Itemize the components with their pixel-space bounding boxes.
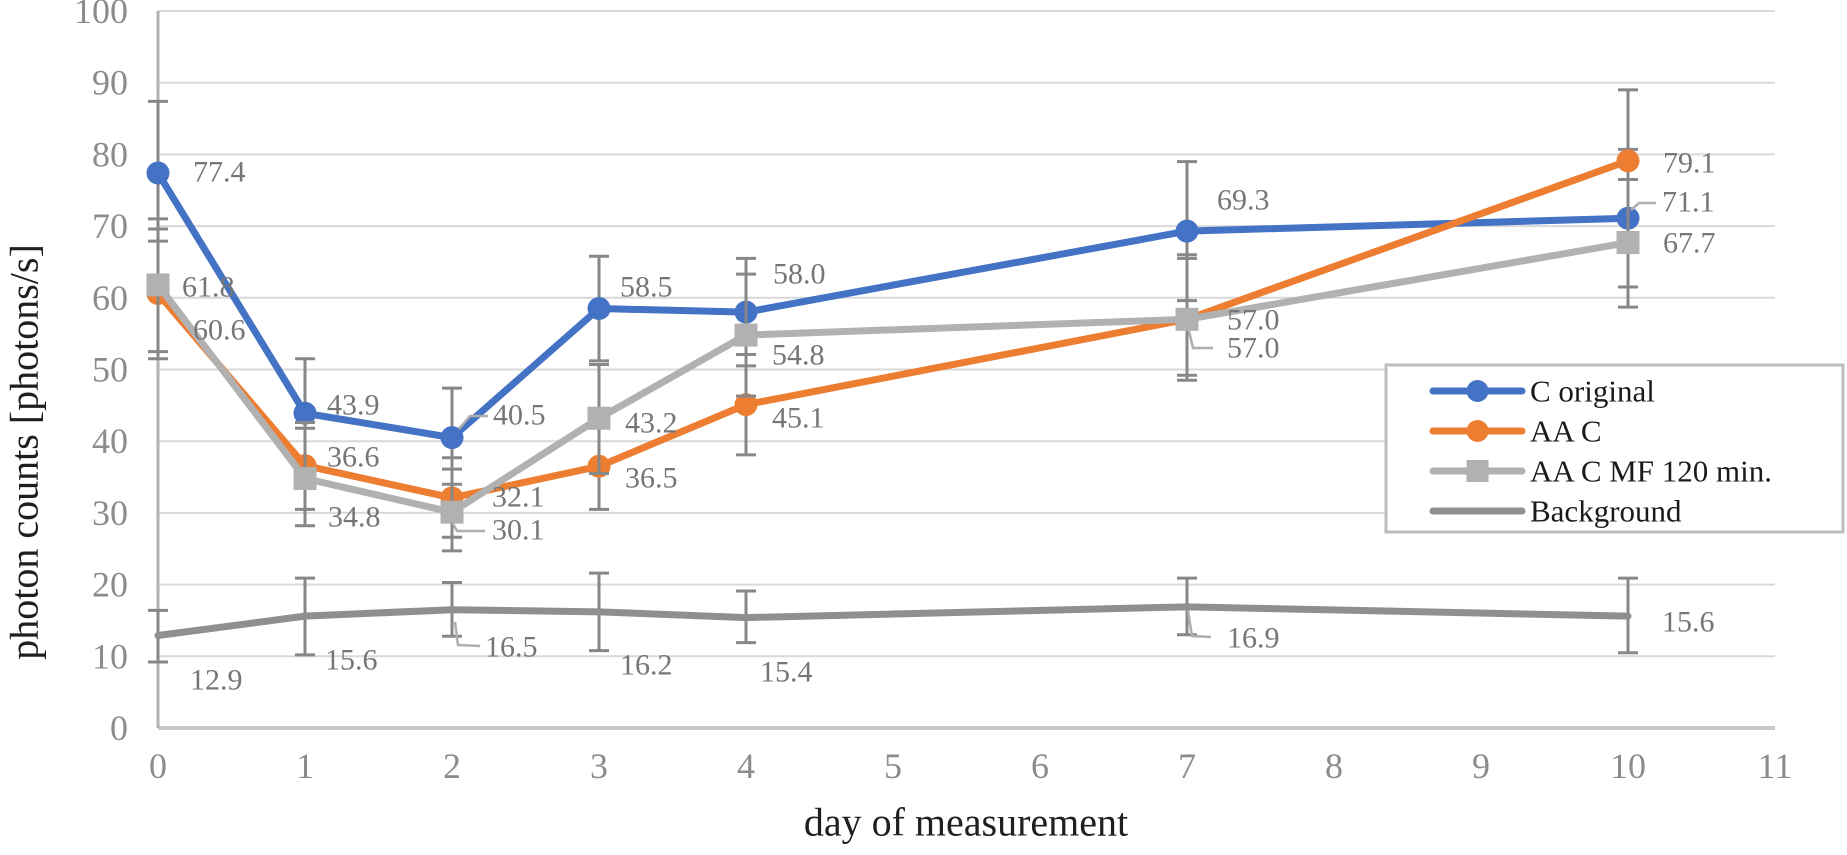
y-tick-label: 30: [92, 493, 128, 533]
data-label: 45.1: [772, 402, 825, 435]
series-background: [148, 571, 1638, 664]
data-label: 30.1: [492, 514, 545, 547]
x-tick-label: 7: [1178, 746, 1196, 786]
data-label: 79.1: [1663, 147, 1716, 180]
data-point-marker: [440, 426, 464, 450]
y-tick-label: 80: [92, 134, 128, 174]
data-label: 58.0: [773, 258, 826, 291]
y-tick-label: 100: [74, 0, 128, 31]
y-tick-label: 70: [92, 206, 128, 246]
legend-marker: [1466, 420, 1489, 442]
label-leader-line: [453, 621, 481, 648]
y-tick-label: 50: [92, 350, 128, 390]
data-point-marker: [587, 297, 611, 321]
x-tick-label: 1: [296, 746, 314, 786]
data-point-marker: [1616, 149, 1640, 173]
data-label: 54.8: [772, 339, 825, 372]
data-label: 58.5: [620, 271, 673, 304]
leader-lines: [451, 201, 1656, 648]
legend-item: Background: [1429, 494, 1682, 529]
data-label: 43.9: [327, 389, 380, 422]
data-label: 69.3: [1217, 184, 1270, 217]
data-label: 36.5: [625, 462, 678, 495]
y-tick-label: 10: [92, 636, 128, 676]
data-label: 16.2: [620, 649, 673, 682]
legend-label: AA C: [1530, 414, 1602, 449]
data-label: 36.6: [327, 441, 380, 474]
data-label: 43.2: [625, 407, 678, 440]
x-tick-label: 3: [590, 746, 608, 786]
legend-label: AA C MF 120 min.: [1530, 454, 1772, 489]
data-point-marker: [587, 406, 611, 430]
data-point-marker: [293, 466, 317, 490]
data-point-marker: [146, 273, 170, 297]
data-label: 16.5: [485, 631, 538, 664]
series-line: [154, 603, 1632, 640]
data-label: 60.6: [193, 314, 246, 347]
data-label: 16.9: [1227, 622, 1280, 655]
data-label: 67.7: [1663, 227, 1716, 260]
x-tick-label: 10: [1610, 746, 1646, 786]
label-leader-line: [1630, 201, 1656, 211]
data-point-marker: [146, 161, 170, 185]
x-tick-label: 5: [884, 746, 902, 786]
data-point-marker: [440, 500, 464, 524]
data-label: 57.0: [1227, 304, 1280, 337]
label-leader-line: [1186, 610, 1212, 639]
x-tick-label: 8: [1325, 746, 1343, 786]
data-label: 15.6: [1662, 606, 1715, 639]
x-tick-label: 0: [149, 746, 167, 786]
label-leader-line: [458, 414, 488, 430]
series-markers: [146, 161, 1640, 450]
x-axis-title: day of measurement: [803, 799, 1129, 845]
data-label: 15.4: [760, 656, 813, 689]
data-point-marker: [1175, 219, 1199, 243]
legend-label: C original: [1530, 374, 1655, 409]
label-leader-line: [451, 523, 485, 533]
x-tick-label: 6: [1031, 746, 1049, 786]
legend: C original AA C AA C MF 120 min. Background: [1384, 363, 1845, 534]
data-labels: 77.4 43.9 40.5 58.5 58.0 69.3 71.1 60.6 36.6 32.1…: [182, 147, 1716, 697]
y-axis-title: photon counts [photons/s]: [1, 244, 47, 660]
x-tick-label: 11: [1758, 746, 1793, 786]
x-tick-label: 4: [737, 746, 755, 786]
legend-item: AA C: [1429, 414, 1602, 449]
tick-labels: 0 10 20 30 40 50 60 70 80 90 100 0 1 2 3 4 5 6 7 8 9 10 11: [74, 0, 1792, 786]
legend-item: C original: [1429, 374, 1655, 409]
data-label: 15.6: [325, 644, 378, 677]
gridlines: [158, 10, 1775, 658]
x-tick-label: 9: [1472, 746, 1490, 786]
legend-label: Background: [1530, 494, 1682, 529]
data-point-marker: [734, 323, 758, 347]
data-label: 32.1: [492, 481, 545, 514]
data-label: 57.0: [1227, 332, 1280, 365]
data-label: 12.9: [190, 664, 243, 697]
legend-item: AA C MF 120 min.: [1429, 454, 1772, 489]
series-markers: [146, 231, 1640, 524]
data-label: 34.8: [328, 501, 381, 534]
x-tick-label: 2: [443, 746, 461, 786]
data-label: 77.4: [193, 156, 246, 189]
series-aa-c-mf-120-min-: [146, 177, 1640, 553]
data-label: 61.8: [182, 271, 235, 304]
label-leader-line: [1187, 330, 1213, 350]
y-tick-label: 20: [92, 565, 128, 605]
error-bars: [148, 177, 1638, 553]
data-label: 40.5: [493, 399, 546, 432]
y-tick-label: 0: [110, 708, 128, 748]
data-point-marker: [734, 393, 758, 417]
y-tick-label: 90: [92, 63, 128, 103]
y-tick-label: 60: [92, 278, 128, 318]
data-label: 71.1: [1662, 186, 1715, 219]
data-point-marker: [1616, 231, 1640, 255]
legend-marker: [1466, 460, 1489, 482]
data-point-marker: [1175, 307, 1199, 331]
data-point-marker: [293, 401, 317, 425]
legend-marker: [1466, 380, 1489, 402]
y-tick-label: 40: [92, 421, 128, 461]
